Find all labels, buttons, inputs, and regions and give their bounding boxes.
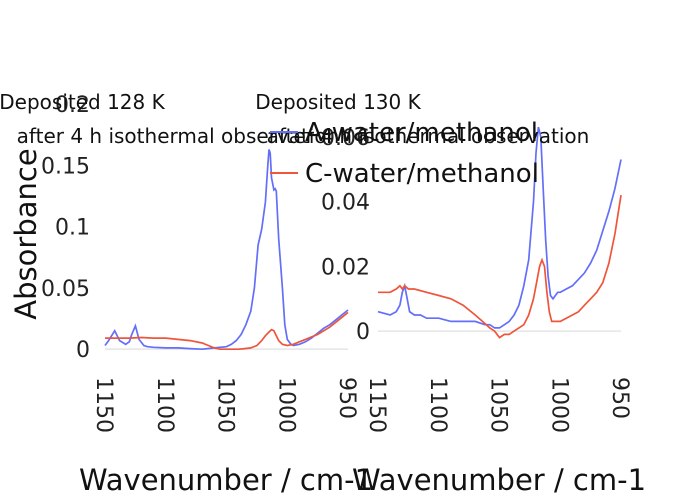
x-tick-label: 1050 <box>213 377 238 433</box>
right-panel-title-line1: Deposited 130 K <box>255 90 421 114</box>
series-group-left <box>104 149 349 351</box>
panel-left: 0 0.05 0.1 0.15 0.2 1150 1100 1050 1000 950 <box>41 93 359 433</box>
y-tick-label: 0.04 <box>321 191 370 216</box>
y-ticks-left: 0 0.05 0.1 0.15 0.2 <box>41 93 90 363</box>
series-line-a-panel-1 <box>104 149 349 351</box>
y-tick-label: 0 <box>356 320 370 345</box>
series-group-right <box>377 126 622 339</box>
x-ticks-right: 1150 1100 1050 1000 950 <box>364 377 632 433</box>
x-tick-label: 950 <box>334 377 359 419</box>
left-panel-title-line1: Deposited 128 K <box>0 90 166 114</box>
legend-label-a: A-water/methanol <box>305 118 538 148</box>
x-tick-label: 1150 <box>91 377 116 433</box>
legend: A-water/methanol C-water/methanol <box>270 118 539 189</box>
y-tick-label: 0.06 <box>321 126 370 151</box>
left-panel-title-line2: after 4 h isothermal observation <box>17 124 340 148</box>
x-tick-label: 1100 <box>425 377 450 433</box>
x-axis-title-right: Wavenumber / cm-1 <box>352 463 646 497</box>
x-tick-label: 1000 <box>273 377 298 433</box>
y-tick-label: 0 <box>76 338 90 363</box>
y-axis-title: Absorbance <box>9 148 43 319</box>
y-tick-label: 0.15 <box>41 154 90 179</box>
y-ticks-right: 0 0.02 0.04 0.06 <box>321 126 370 345</box>
right-panel-title-line2: after 4 h isothermal observation <box>267 124 590 148</box>
y-tick-label: 0.1 <box>55 216 90 241</box>
legend-label-c: C-water/methanol <box>305 159 539 189</box>
x-tick-label: 1100 <box>152 377 177 433</box>
series-line-a-panel-2 <box>377 126 622 329</box>
y-tick-label: 0.2 <box>55 93 90 118</box>
x-tick-label: 1000 <box>546 377 571 433</box>
x-tick-label: 1150 <box>364 377 389 433</box>
x-tick-label: 1050 <box>486 377 511 433</box>
x-ticks-left: 1150 1100 1050 1000 950 <box>91 377 359 433</box>
x-tick-label: 950 <box>607 377 632 419</box>
series-line-c-panel-2 <box>378 194 622 339</box>
panel-right: 0 0.02 0.04 0.06 1150 1100 1050 1000 950 <box>321 98 632 433</box>
series-line-c-panel-1 <box>105 311 349 351</box>
y-tick-label: 0.05 <box>41 277 90 302</box>
y-tick-label: 0.02 <box>321 255 370 280</box>
x-axis-title-left: Wavenumber / cm-1 <box>79 463 373 497</box>
plot-frame-right <box>378 98 621 370</box>
plot-frame-left <box>105 98 348 370</box>
